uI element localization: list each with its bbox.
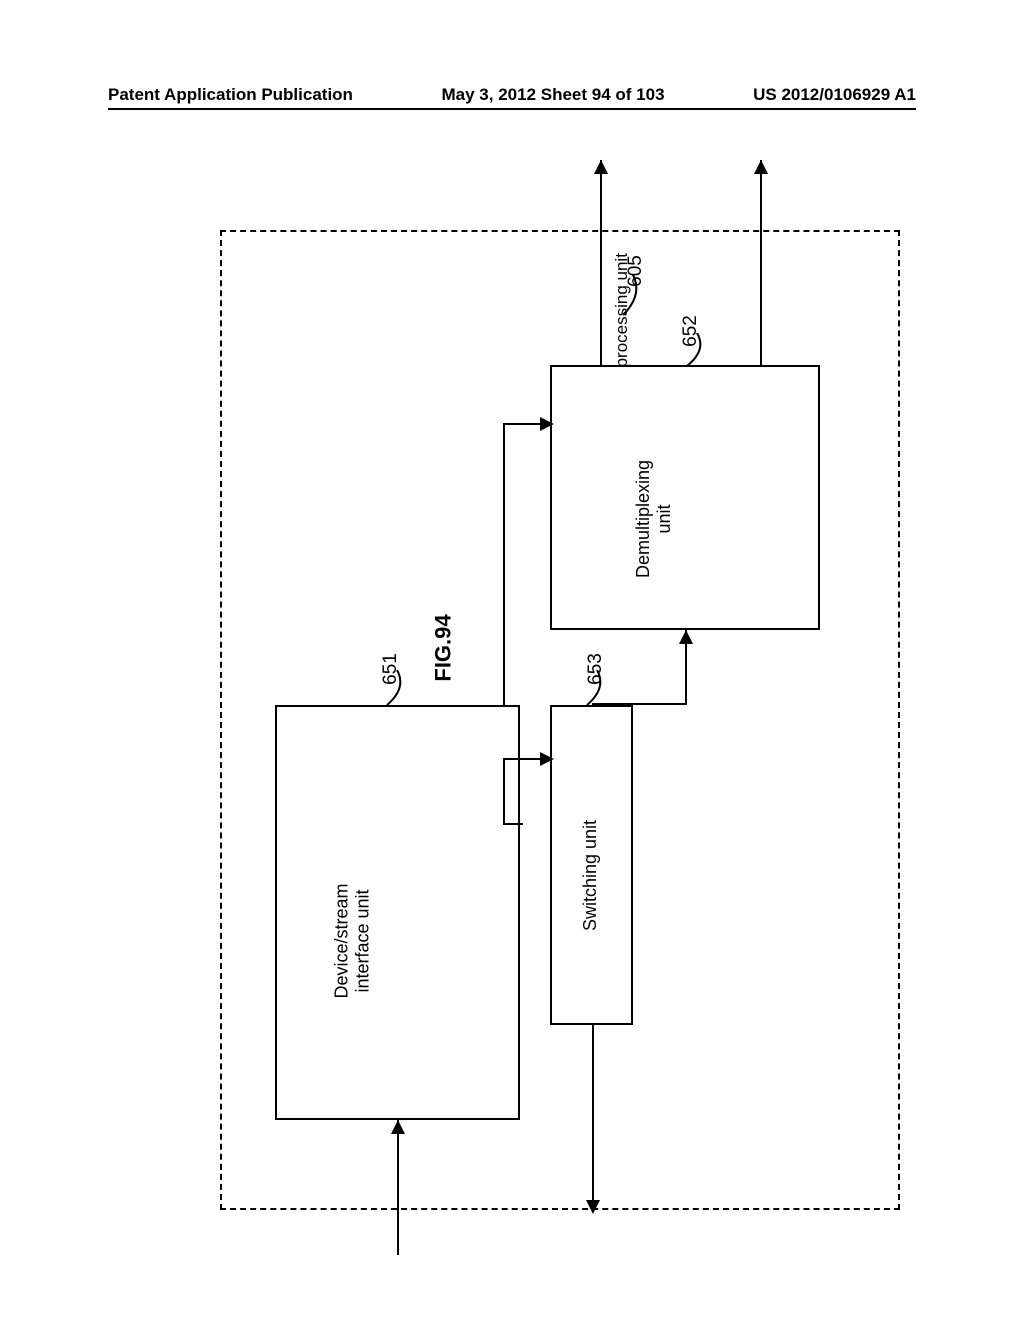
header-left: Patent Application Publication [108,85,353,105]
page-header: Patent Application Publication May 3, 20… [0,85,1024,105]
figure-container: FIG.94 605 Stream processing unit Device… [120,150,900,1250]
arrow-651-to-652-v [503,425,505,705]
arrow-out-653-head [586,1200,600,1214]
header-divider [108,108,916,110]
arrow-out-652-1 [600,160,602,365]
arrow-653-to-652-h [592,703,687,705]
arrow-653-to-652-head [679,630,693,644]
header-right: US 2012/0106929 A1 [753,85,916,105]
arrow-out-652-2-head [754,160,768,174]
arrow-out-653 [592,1025,594,1210]
arrow-651-to-652-head [540,417,554,431]
arrow-in-651 [397,1120,399,1255]
box-652 [550,365,820,630]
box-651-label: Device/streaminterface unit [332,883,374,998]
box-653-label: Switching unit [580,820,601,931]
arrow-651-to-653-v [503,760,505,825]
ref-651-curve [385,670,415,710]
arrow-in-651-head [391,1120,405,1134]
box-652-label: Demultiplexingunit [633,460,675,578]
arrow-651-to-653-head [540,752,554,766]
arrow-651-out-h [503,823,523,825]
header-center: May 3, 2012 Sheet 94 of 103 [442,85,665,105]
box-651 [275,705,520,1120]
arrow-out-652-1-head [594,160,608,174]
ref-652-curve [685,333,715,371]
arrow-out-652-2 [760,160,762,365]
